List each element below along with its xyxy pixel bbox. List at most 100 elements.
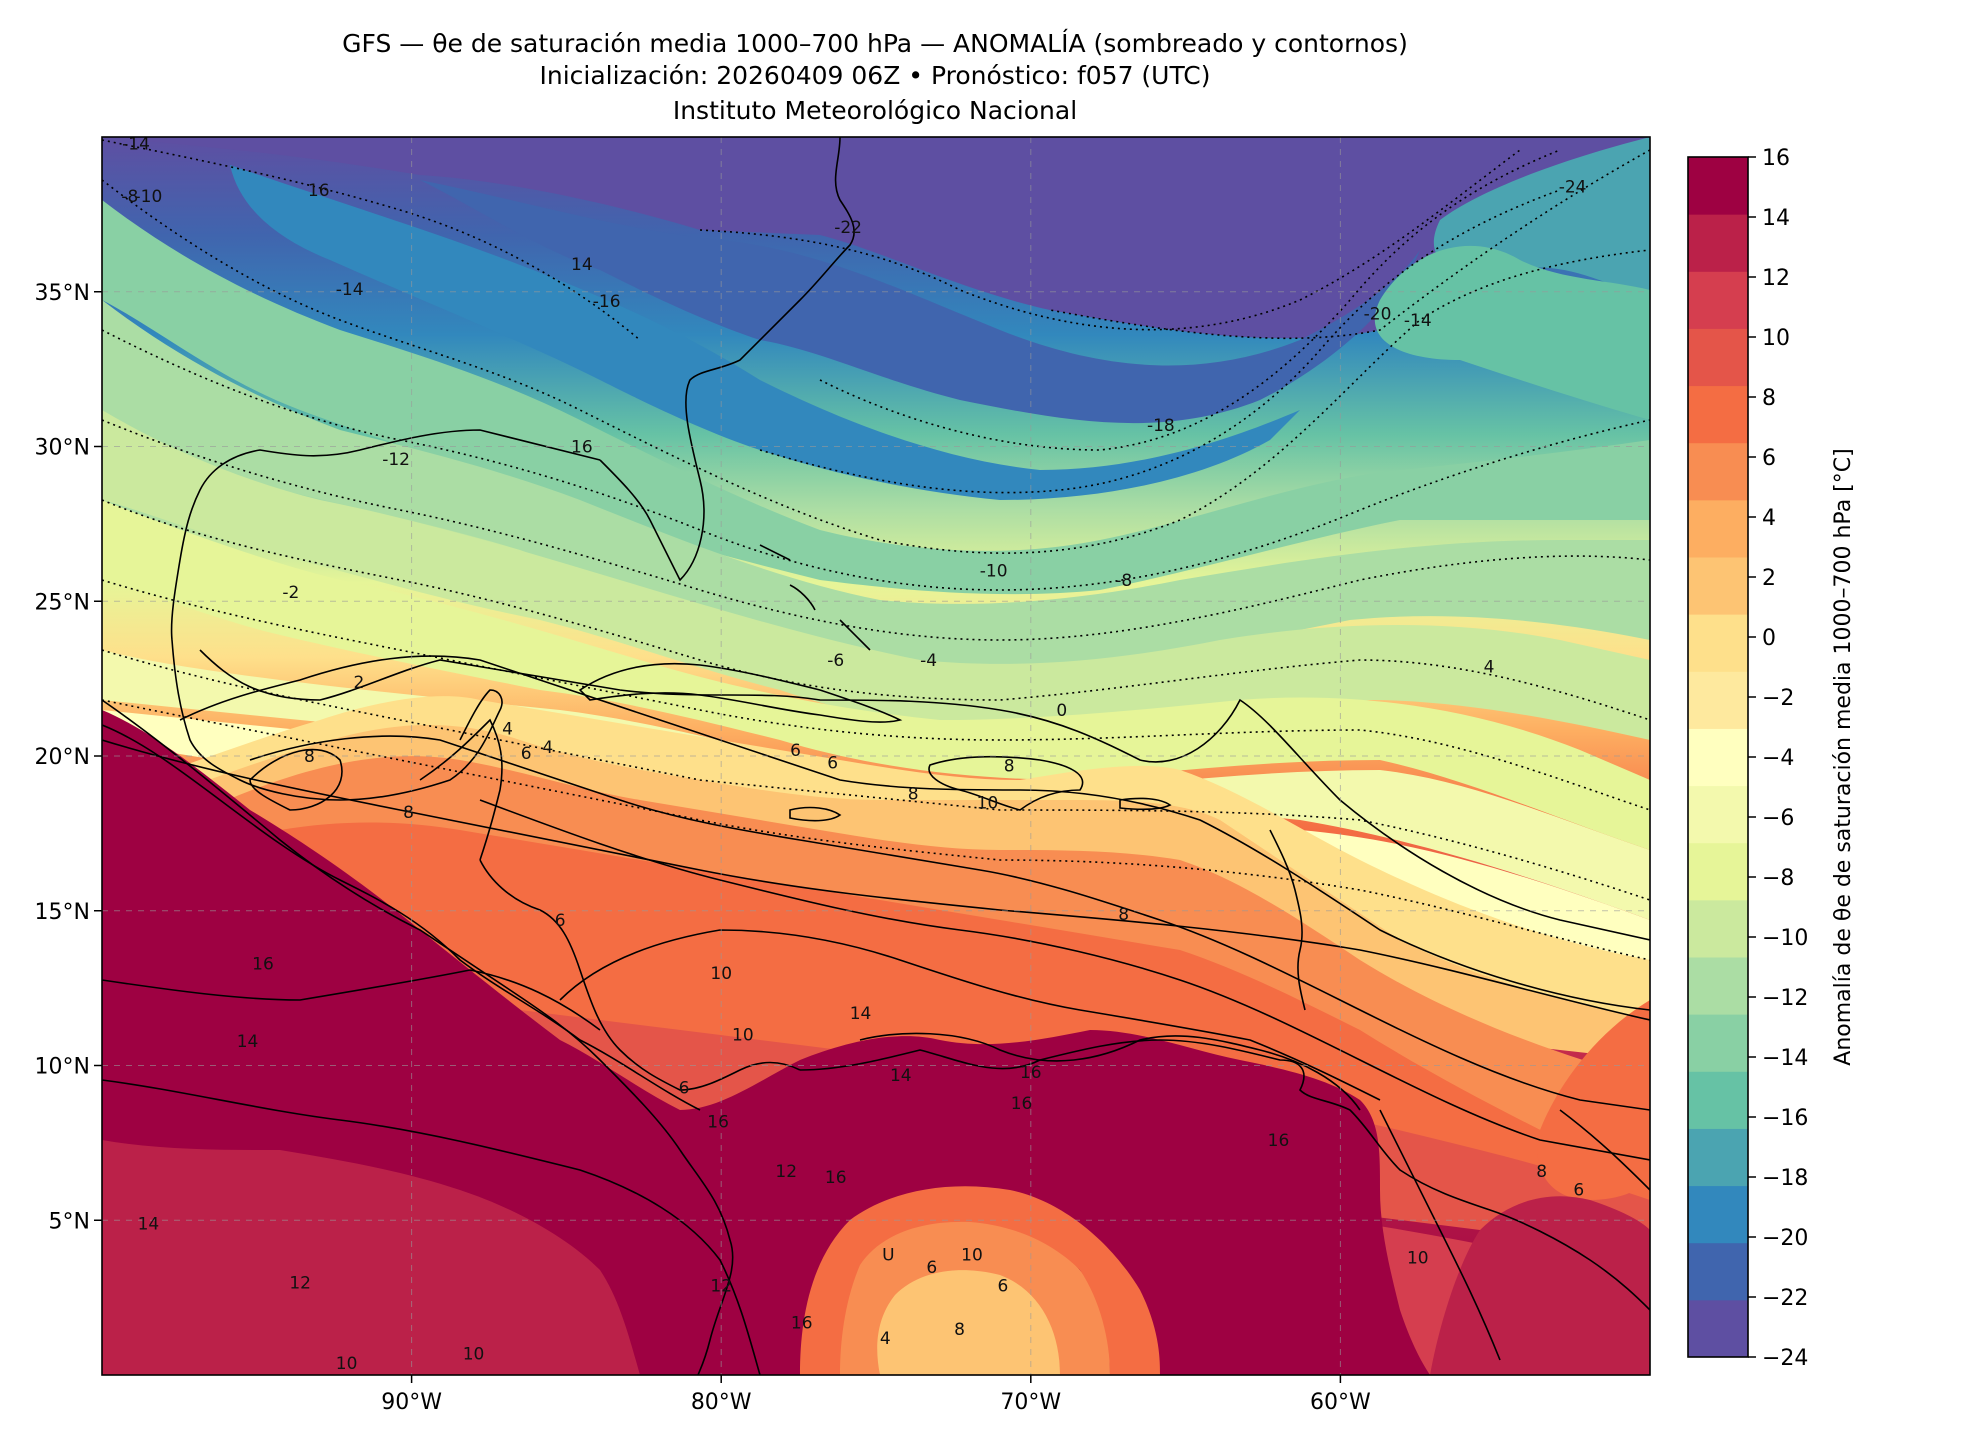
colorbar-tick-label: 10 (1762, 326, 1790, 351)
contour-label: 14 (890, 1066, 912, 1086)
contour-label: 6 (998, 1276, 1009, 1296)
colorbar-tick-label: −22 (1762, 1286, 1808, 1311)
colorbar-swatch (1688, 557, 1748, 615)
contour-16-andes (1379, 1109, 1501, 1361)
contour-label: -10 (980, 561, 1008, 581)
colorbar-swatch (1688, 899, 1748, 958)
contour-14 (102, 969, 601, 1031)
lat-tick-label: 20°N (35, 745, 90, 770)
contour-label: 4 (542, 738, 553, 758)
contour-label: -12 (382, 450, 410, 470)
contour-label: 8 (1004, 756, 1015, 776)
contour-label: 14 (138, 1215, 160, 1235)
band-16-pacific (102, 710, 1430, 1375)
band-neg10 (102, 300, 1650, 670)
contour-label: -22 (834, 218, 862, 238)
contour-label: 10 (336, 1354, 358, 1374)
colorbar-tick-label: −14 (1762, 1046, 1808, 1071)
band-8-colombia (800, 1186, 1160, 1375)
central-america-pacific (102, 699, 681, 1151)
contour-label: 10 (961, 1245, 983, 1265)
map-area[interactable] (102, 137, 1650, 1375)
contour-label: 16 (825, 1168, 847, 1188)
colorbar-tick-label: −2 (1762, 686, 1794, 711)
colorbar-tick-label: 4 (1762, 506, 1776, 531)
colorbar-swatch (1688, 1071, 1748, 1129)
lat-tick-label: 25°N (35, 590, 90, 615)
contour-label: 4 (502, 719, 513, 739)
colorbar-tick-label: 6 (1762, 446, 1776, 471)
contour-label: 8 (908, 784, 919, 804)
contour-0 (102, 739, 1650, 1021)
colorbar-swatch (1688, 214, 1748, 272)
contour-label: -14 (1404, 311, 1432, 331)
contour-label: 6 (521, 744, 532, 764)
colorbar-label: Anomalía de θe de saturación media 1000–… (1831, 448, 1856, 1065)
coastlines (102, 137, 1650, 1375)
contour-label: 8 (954, 1320, 965, 1340)
cuba (578, 662, 903, 723)
chart-institution: Instituto Meteorológico Nacional (672, 96, 1078, 125)
colorbar-tick-label: −6 (1762, 806, 1794, 831)
band-neg22-to-neg24 (102, 137, 1650, 339)
colorbar-tick-label: 0 (1762, 626, 1776, 651)
colorbar-swatch (1688, 785, 1748, 844)
colorbar-swatch (1688, 957, 1748, 1015)
contour-label: 12 (775, 1162, 797, 1182)
hispaniola (928, 755, 1084, 811)
lesser-antilles (1269, 829, 1306, 1011)
contour-label: 16 (252, 955, 274, 975)
contour-neg14 (102, 179, 1650, 554)
central-america-caribbean (479, 859, 801, 1091)
contour-label: 10 (977, 794, 999, 814)
contour-label: 6 (926, 1258, 937, 1278)
us-east-coast (599, 137, 855, 582)
colorbar-swatch (1688, 442, 1748, 501)
contour-label: -18 (1147, 416, 1175, 436)
puerto-rico (1119, 797, 1172, 811)
contour-neg2 (102, 699, 1650, 961)
contour-label: 16 (1020, 1063, 1042, 1083)
gulf-coast-us (170, 429, 601, 641)
lon-tick-label: 90°W (381, 1390, 442, 1415)
colorbar-tick-label: −20 (1762, 1226, 1808, 1251)
colorbar-tick-label: −16 (1762, 1106, 1808, 1131)
colorbar-swatch (1688, 328, 1748, 387)
contour-label: -8 (121, 187, 138, 207)
contour-label: 10 (463, 1345, 485, 1365)
contour-8-guianas (1559, 1109, 1650, 1191)
lat-tick-label: 10°N (35, 1055, 90, 1080)
mexico-gulf-coast (171, 639, 503, 801)
contour-label: 2 (354, 673, 365, 693)
contour-label: 4 (880, 1329, 891, 1349)
colorbar-swatch (1688, 1128, 1748, 1187)
contour-label: -10 (135, 187, 163, 207)
colorbar-tick-label: 12 (1762, 266, 1790, 291)
contour-label: 16 (1011, 1094, 1033, 1114)
band-neg18 (230, 165, 1300, 500)
contour-2 (199, 649, 1650, 941)
gridlines (102, 137, 1650, 1375)
lat-tick-label: 15°N (35, 900, 90, 925)
contour-label: 8 (1536, 1162, 1547, 1182)
colorbar: 16 14 12 10 8 6 4 2 0 −2 −4 −6 −8 −10 −12 −14 −16 −18 −20 −… (1687, 146, 1856, 1371)
contour-label: 8 (403, 803, 414, 823)
contour-label: -14 (122, 134, 150, 154)
contour-neg20 (819, 149, 1561, 451)
colorbar-swatch (1688, 1242, 1748, 1301)
contour-label: 6 (1573, 1180, 1584, 1200)
colorbar-tick-label: −10 (1762, 926, 1808, 951)
contour-label: 14 (571, 255, 593, 275)
colorbar-swatch (1688, 1014, 1748, 1072)
colorbar-swatch (1688, 499, 1748, 558)
contour-4 (179, 655, 1650, 1011)
lon-tick-label: 60°W (1310, 1390, 1371, 1415)
colorbar-swatch (1688, 671, 1748, 729)
chart-subtitle: Inicialización: 20260409 06Z • Pronóstic… (539, 61, 1211, 90)
contour-label: 14 (850, 1004, 872, 1024)
contour-label: -8 (1115, 571, 1132, 591)
contour-label: -16 (593, 292, 621, 312)
contour-label: 6 (555, 911, 566, 931)
